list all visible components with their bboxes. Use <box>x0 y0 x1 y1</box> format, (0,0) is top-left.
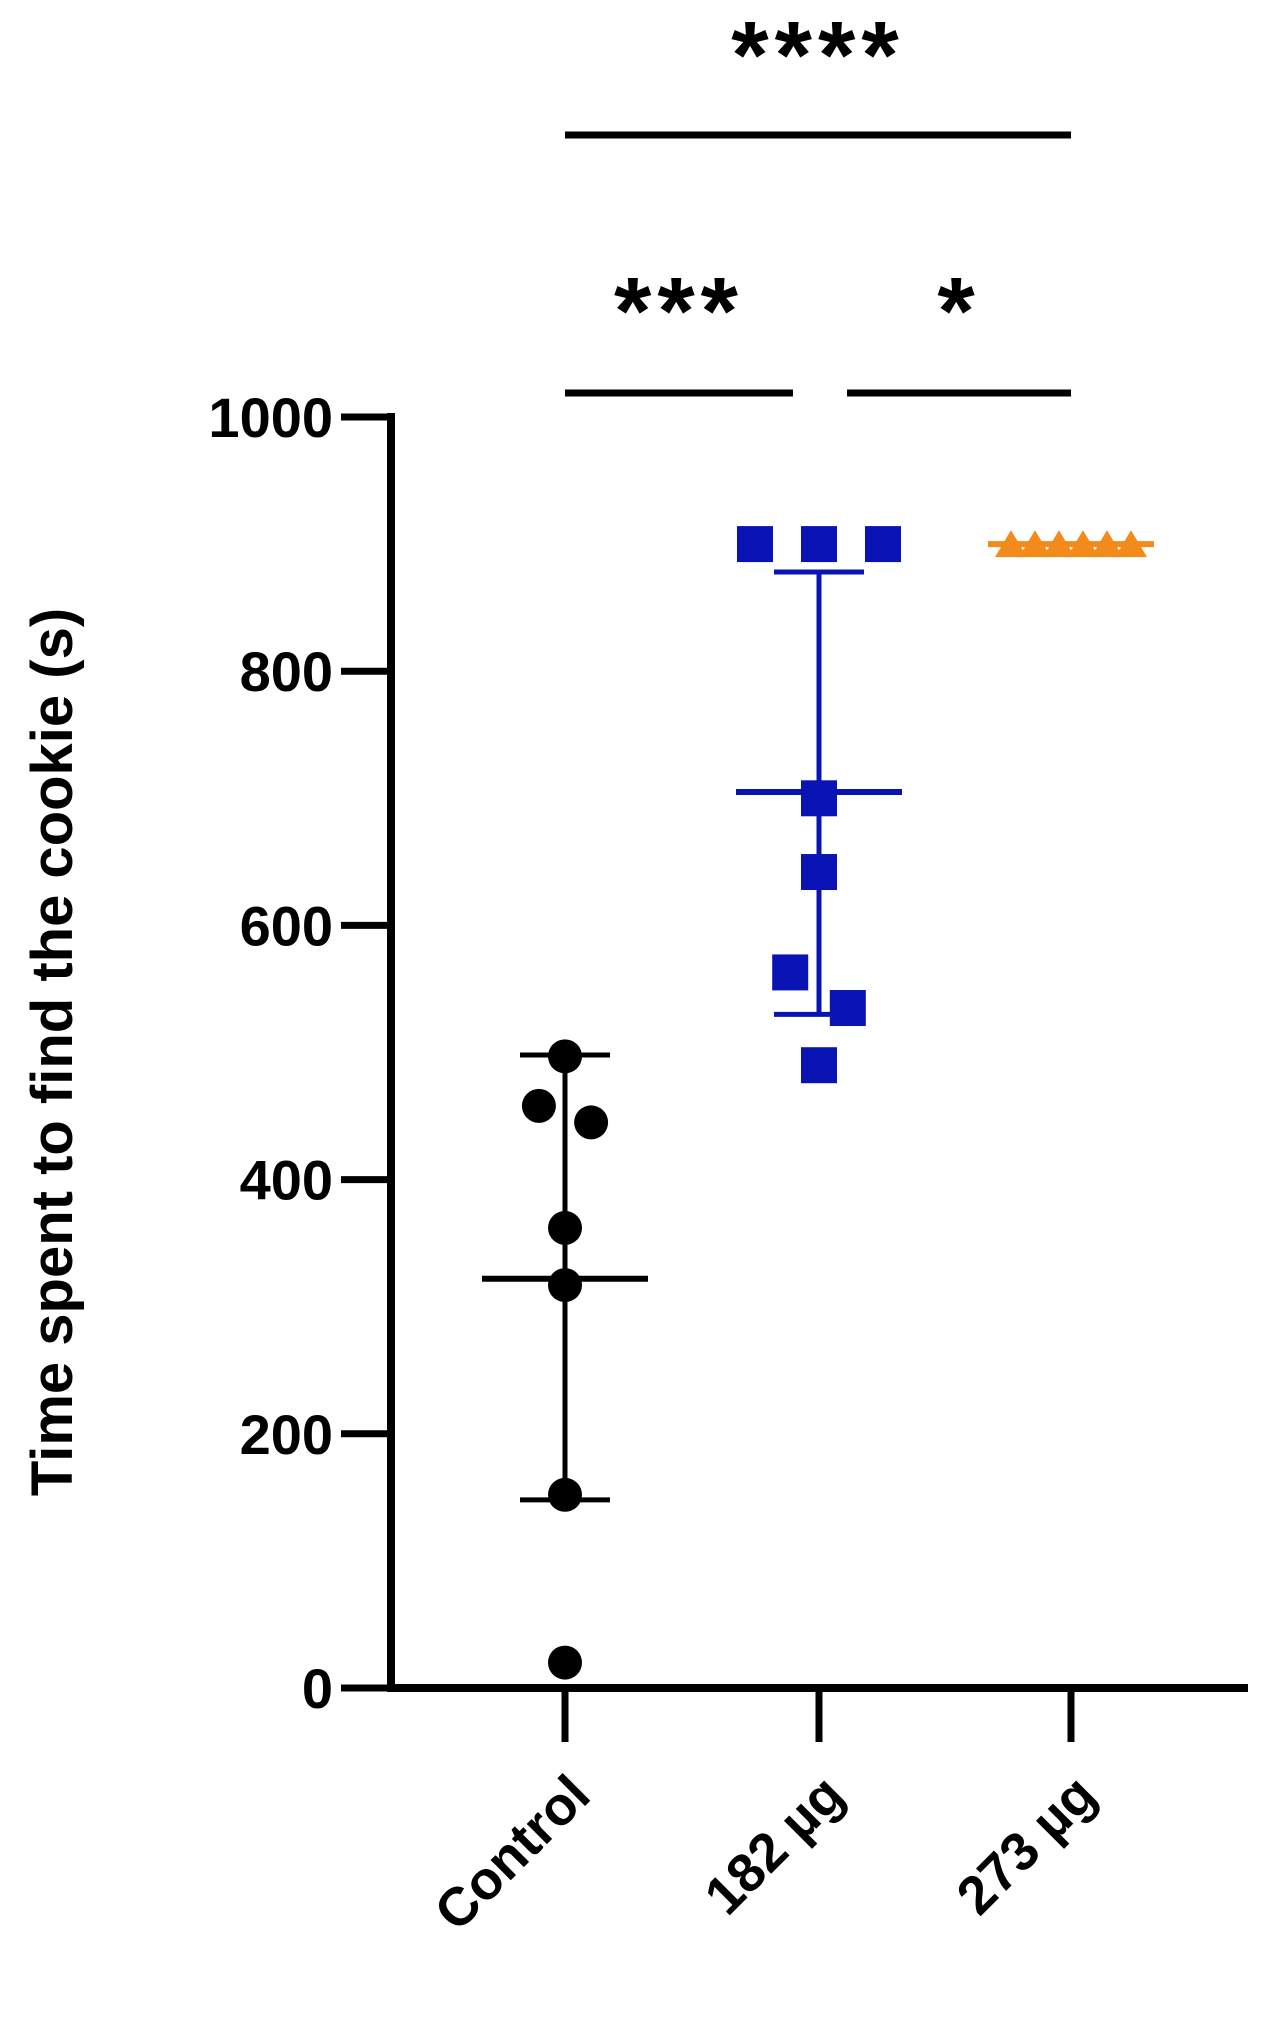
y-tick-label: 400 <box>240 1149 333 1212</box>
point <box>548 1210 582 1245</box>
point <box>548 1039 582 1074</box>
point <box>1091 530 1123 558</box>
point <box>548 1645 582 1680</box>
significance-label: *** <box>614 258 744 365</box>
significance-label: **** <box>731 2 904 109</box>
point <box>995 530 1027 558</box>
point <box>829 990 866 1027</box>
y-axis-label: Time spent to find the cookie (s) <box>20 608 85 1496</box>
point <box>801 526 837 563</box>
point <box>1067 530 1099 558</box>
point <box>548 1268 582 1303</box>
point <box>521 1088 556 1123</box>
point <box>1043 530 1075 558</box>
y-tick-label: 200 <box>240 1403 333 1466</box>
x-tick-label: 273 µg <box>945 1764 1107 1926</box>
point <box>1019 530 1051 558</box>
point <box>1115 530 1147 558</box>
x-tick-label: 182 µg <box>693 1764 855 1926</box>
y-tick-label: 1000 <box>208 386 333 449</box>
point <box>801 854 837 891</box>
point <box>548 1477 582 1512</box>
point <box>801 780 837 817</box>
significance-label: * <box>937 258 980 365</box>
point <box>737 526 773 563</box>
x-tick-label: Control <box>423 1764 601 1942</box>
point <box>574 1105 609 1140</box>
point <box>772 954 809 991</box>
point <box>865 526 901 563</box>
point <box>801 1047 837 1084</box>
y-tick-label: 800 <box>240 640 333 703</box>
y-tick-label: 600 <box>240 894 333 957</box>
y-tick-label: 0 <box>302 1657 333 1720</box>
